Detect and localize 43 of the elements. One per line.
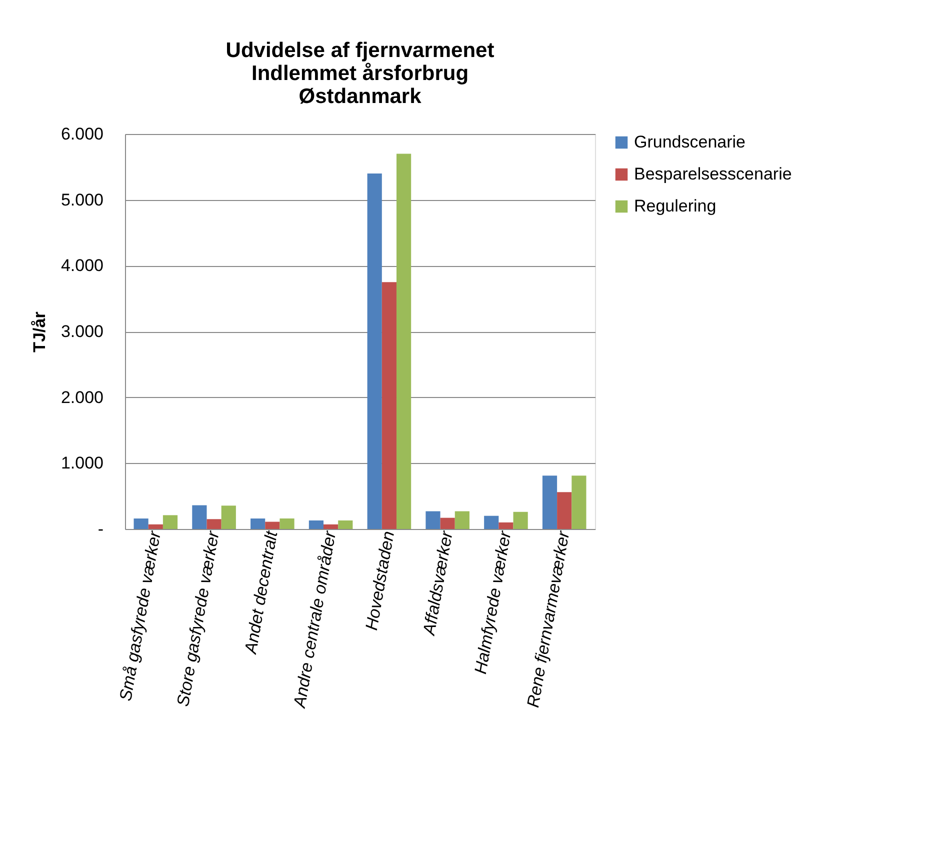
bar [324,524,338,529]
legend-label: Regulering [634,196,716,216]
bar [426,511,440,529]
bar [134,518,148,529]
x-tick-label: Affaldsværker [419,528,457,638]
y-tick-label: 4.000 [60,256,104,276]
bar [572,476,586,529]
bar [440,518,455,529]
bar [382,282,396,529]
bar [557,492,572,529]
bar [454,511,470,529]
x-tick-label: Små gasfyrede værker [116,528,165,702]
y-tick-label: - [98,520,104,538]
bar [513,512,528,529]
bar [338,520,353,529]
bar [280,518,294,529]
legend-label: Grundscenarie [634,132,746,152]
bar [484,516,499,529]
bar [148,524,163,529]
legend-label: Besparelsesscenarie [634,164,792,184]
x-tick-label: Hovedstaden [362,530,398,632]
x-tick-label: Halmfyrede værker [471,528,516,676]
y-tick-label: 2.000 [60,388,104,407]
bar [308,520,324,529]
x-tick-label: Andre centrale områder [290,528,340,710]
y-tick-label: 1.000 [60,454,104,473]
y-tick-label: 5.000 [60,190,104,210]
bar [162,515,178,529]
bar [192,505,207,529]
y-tick-label: 6.000 [60,124,104,144]
bar [265,522,280,529]
bar [498,522,514,529]
bar [221,506,236,529]
chart-title: Udvidelse af fjernvarmenet Indlemmet årsforbrug Østdanmark [226,39,494,108]
x-tick-label: Andet decentralt [240,528,282,656]
bar [367,174,382,529]
bar [396,154,412,529]
y-axis-title: TJ/år [30,311,49,352]
y-tick-label: 3.000 [60,322,104,341]
x-tick-label: Store gasfyrede værker [173,528,224,708]
bar [542,476,558,529]
bar [250,518,266,529]
bar [206,519,222,529]
